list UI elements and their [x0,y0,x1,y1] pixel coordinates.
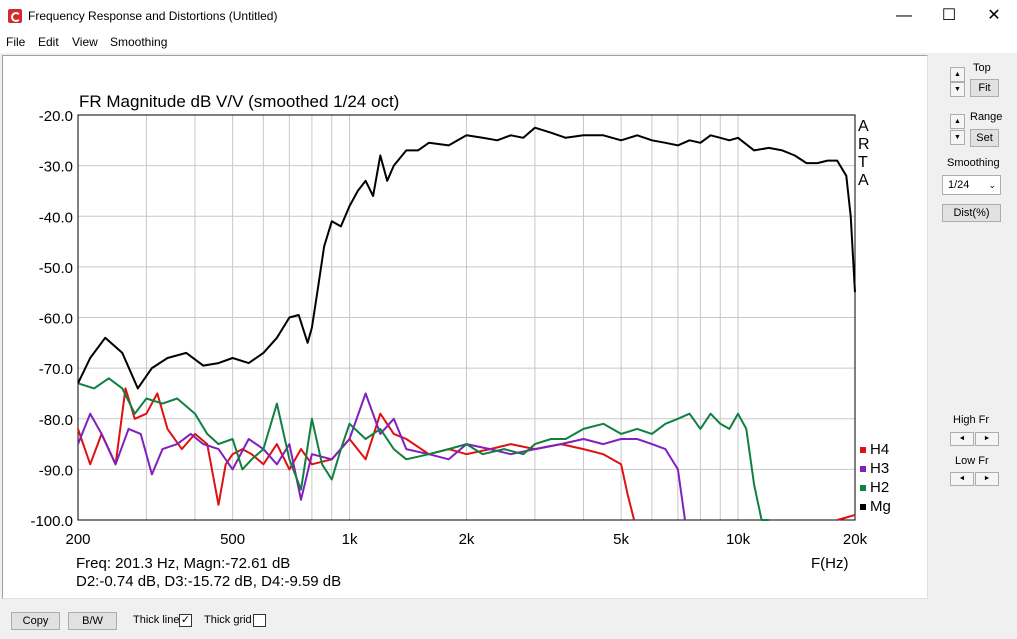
series-line-mg [77,126,856,390]
legend-swatch-h4 [860,447,866,453]
series-line-h4-tail [836,513,856,521]
thick-line-label: Thick line [133,614,180,626]
plot-frame [77,114,856,521]
smoothing-select[interactable]: 1/24 ⌄ [942,175,1001,195]
range-label: Range [970,111,1003,123]
x-tick-label: 200 [65,531,90,548]
menu-smoothing[interactable]: Smoothing [110,35,168,49]
menu-file[interactable]: File [6,35,26,49]
legend-swatch-h2 [860,485,866,491]
top-down-spinner[interactable]: ▼ [950,82,965,97]
minimize-button[interactable]: — [896,7,912,24]
y-tick-label: -100.0 [30,513,73,530]
y-tick-label: -50.0 [39,260,73,277]
smoothing-select-value: 1/24 [948,179,970,191]
bw-button[interactable]: B/W [68,612,117,630]
legend-swatch-h3 [860,466,866,472]
low-fr-label: Low Fr [955,455,989,467]
chevron-down-icon: ⌄ [988,180,996,190]
watermark-letter-a2: A [858,172,869,189]
legend-label-h4: H4 [870,441,889,458]
maximize-button[interactable]: ☐ [941,7,957,24]
readout-line-2: D2:-0.74 dB, D3:-15.72 dB, D4:-9.59 dB [76,573,341,590]
smoothing-label: Smoothing [947,157,1000,169]
x-tick-label: 500 [220,531,245,548]
watermark-letter-r: R [858,136,870,153]
top-up-spinner[interactable]: ▲ [950,67,965,82]
range-down-spinner[interactable]: ▼ [950,130,965,145]
dist-percent-button[interactable]: Dist(%) [942,204,1001,222]
range-up-spinner[interactable]: ▲ [950,114,965,129]
fit-button[interactable]: Fit [970,79,999,97]
window-title: Frequency Response and Distortions (Unti… [28,9,278,23]
y-tick-label: -30.0 [39,159,73,176]
y-tick-label: -40.0 [39,209,73,226]
thick-grid-label: Thick grid [204,614,252,626]
close-button[interactable]: ✕ [987,7,1001,24]
title-bar: Frequency Response and Distortions (Unti… [0,0,1017,32]
legend-label-h3: H3 [870,460,889,477]
plot-panel: -20.0 -30.0 -40.0 -50.0 -60.0 -70.0 -80.0 -90.0… [2,55,928,599]
set-button[interactable]: Set [970,129,999,147]
copy-button[interactable]: Copy [11,612,60,630]
series-line-h4 [77,387,636,521]
y-tick-label: -20.0 [39,108,73,125]
legend-label-mg: Mg [870,498,891,515]
watermark-letter-a1: A [858,118,869,135]
legend-label-h2: H2 [870,479,889,496]
frequency-response-chart[interactable]: -20.0 -30.0 -40.0 -50.0 -60.0 -70.0 -80.0 -90.0… [3,56,927,598]
series-line-h3 [77,392,686,521]
menu-edit[interactable]: Edit [38,35,59,49]
x-tick-label: 20k [843,531,868,548]
series-line-h2 [77,377,769,521]
y-tick-label: -90.0 [39,462,73,479]
check-icon: ✓ [180,614,191,626]
x-tick-label: 2k [459,531,475,548]
legend-swatch-mg [860,504,866,510]
y-tick-label: -80.0 [39,412,73,429]
high-fr-left-button[interactable]: ◄ [950,432,974,446]
menu-view[interactable]: View [72,35,98,49]
readout-line-1: Freq: 201.3 Hz, Magn:-72.61 dB [76,555,290,572]
high-fr-right-button[interactable]: ► [975,432,999,446]
x-tick-label: 10k [726,531,751,548]
y-tick-label: -60.0 [39,311,73,328]
chart-title: FR Magnitude dB V/V (smoothed 1/24 oct) [79,92,399,111]
top-label: Top [973,62,991,74]
high-fr-label: High Fr [953,414,990,426]
menu-bar: File Edit View Smoothing [0,32,1017,53]
low-fr-right-button[interactable]: ► [975,472,999,486]
app-icon [8,9,22,23]
y-tick-label: -70.0 [39,361,73,378]
thick-line-checkbox[interactable]: ✓ [179,614,192,627]
x-tick-label: 5k [613,531,629,548]
x-axis-label: F(Hz) [811,555,849,572]
watermark-letter-t: T [858,154,868,171]
thick-grid-checkbox[interactable] [253,614,266,627]
x-tick-label: 1k [342,531,358,548]
low-fr-left-button[interactable]: ◄ [950,472,974,486]
